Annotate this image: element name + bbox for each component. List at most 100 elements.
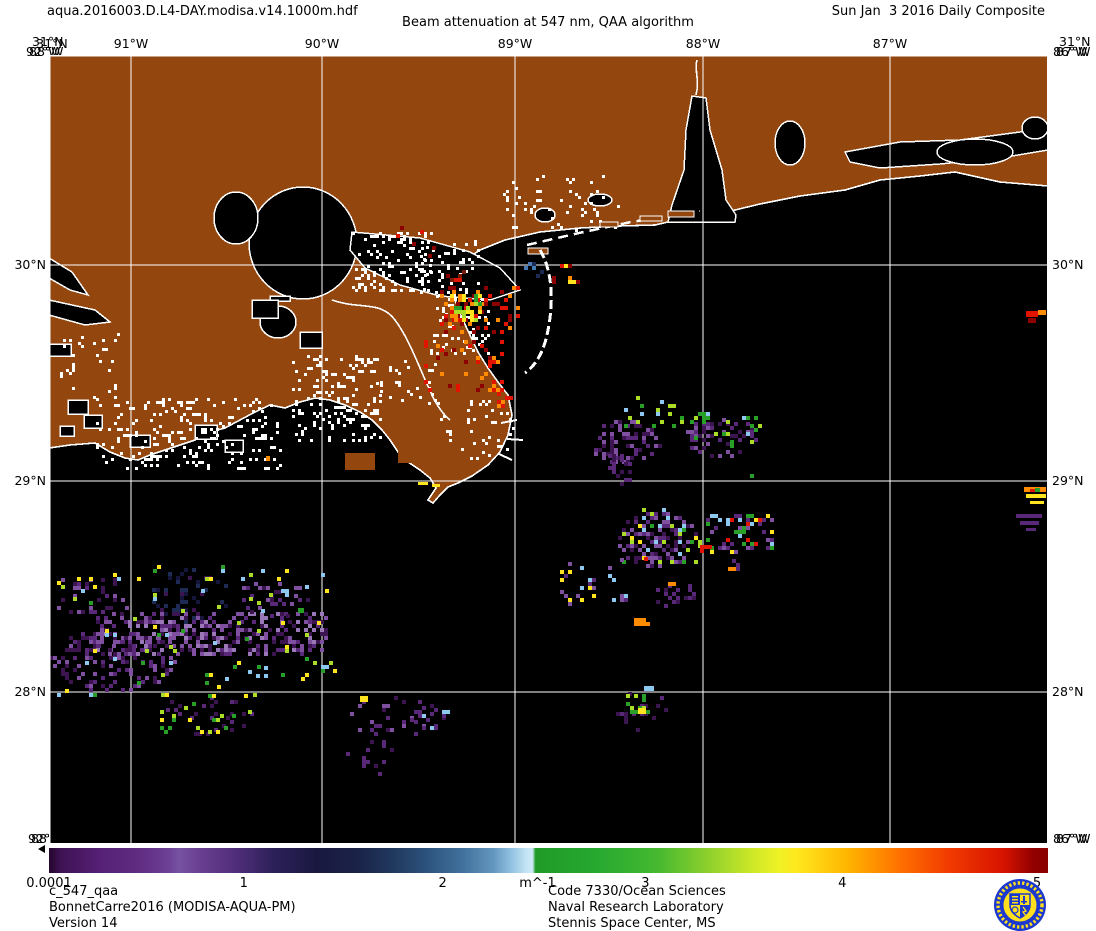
data-pixel <box>159 425 162 428</box>
data-pixel <box>317 621 321 625</box>
data-pixel <box>487 310 490 313</box>
data-pixel <box>210 428 213 431</box>
data-pixel <box>418 714 422 718</box>
data-pixel <box>476 360 480 364</box>
data-pixel <box>636 728 640 732</box>
data-pixel <box>355 358 358 361</box>
data-pixel <box>207 464 210 467</box>
data-pixel <box>111 446 114 449</box>
data-pixel <box>113 598 117 602</box>
data-pixel <box>630 710 634 714</box>
data-pixel <box>512 226 515 229</box>
data-pixel <box>500 412 503 415</box>
data-pixel <box>588 582 592 586</box>
data-pixel <box>180 592 184 596</box>
data-pixel <box>364 424 367 427</box>
data-pixel <box>337 385 340 388</box>
data-pixel <box>429 270 432 273</box>
data-pixel <box>285 649 289 653</box>
data-pixel <box>658 540 662 544</box>
data-pixel <box>468 258 471 261</box>
data-pixel <box>205 673 209 677</box>
data-pixel <box>622 528 626 532</box>
data-pixel <box>147 458 150 461</box>
lat-label-right: 30°N <box>1052 257 1084 272</box>
data-pixel <box>421 247 424 250</box>
data-pixel <box>220 624 224 628</box>
data-pixel <box>264 437 267 440</box>
data-pixel <box>180 632 184 636</box>
data-pixel <box>642 524 646 528</box>
data-pixel <box>515 202 518 205</box>
data-pixel <box>228 461 231 464</box>
data-pixel <box>319 427 322 430</box>
data-pixel <box>652 424 656 428</box>
data-pixel <box>172 612 176 616</box>
data-pixel <box>316 364 319 367</box>
data-pixel <box>374 724 378 728</box>
data-pixel <box>100 632 104 636</box>
data-pixel <box>454 278 458 282</box>
data-pixel <box>295 433 298 436</box>
data-pixel <box>144 636 148 640</box>
data-pixel <box>447 252 450 255</box>
data-pixel <box>349 418 352 421</box>
data-pixel <box>261 425 264 428</box>
data-pixel <box>722 418 726 422</box>
data-pixel <box>169 645 173 649</box>
data-pixel <box>376 358 379 361</box>
data-pixel <box>172 624 176 628</box>
data-pixel <box>426 718 430 722</box>
data-pixel <box>264 624 268 628</box>
data-pixel <box>300 652 304 656</box>
data-pixel <box>460 316 463 319</box>
data-pixel <box>101 586 105 590</box>
data-pixel <box>77 610 81 614</box>
data-pixel <box>424 380 428 384</box>
data-pixel <box>694 436 698 440</box>
data-pixel <box>634 556 638 560</box>
data-pixel <box>89 577 93 581</box>
data-pixel <box>240 620 244 624</box>
data-pixel <box>414 732 418 736</box>
data-pixel <box>614 448 618 452</box>
data-pixel <box>432 246 436 250</box>
data-pixel <box>568 570 572 574</box>
data-pixel <box>672 582 676 586</box>
data-pixel <box>472 340 476 344</box>
data-pixel <box>628 462 632 466</box>
data-pixel <box>638 556 642 560</box>
data-pixel <box>616 712 620 716</box>
marsh-lake <box>251 299 279 319</box>
data-pixel <box>676 600 680 604</box>
data-pixel <box>93 680 97 684</box>
data-pixel <box>313 424 316 427</box>
data-pixel <box>128 636 132 640</box>
data-pixel <box>750 546 754 550</box>
data-pixel <box>361 415 364 418</box>
data-pixel <box>662 532 666 536</box>
data-pixel <box>85 684 89 688</box>
mobile-bay <box>667 95 737 223</box>
data-pixel <box>96 443 99 446</box>
data-pixel <box>72 366 75 369</box>
data-pixel <box>551 217 554 220</box>
data-pixel <box>456 388 460 392</box>
data-pixel <box>352 367 355 370</box>
data-pixel <box>63 345 66 348</box>
data-pixel <box>184 592 188 596</box>
data-pixel <box>73 594 77 598</box>
data-pixel <box>440 294 444 298</box>
data-pixel <box>196 644 200 648</box>
data-pixel <box>678 528 682 532</box>
data-pixel <box>221 569 225 573</box>
data-pixel <box>702 446 706 450</box>
data-pixel <box>602 440 606 444</box>
lon-label: 91°W <box>113 36 149 51</box>
data-pixel <box>650 432 654 436</box>
data-pixel <box>169 656 173 660</box>
data-pixel <box>147 401 150 404</box>
data-pixel <box>478 310 482 314</box>
data-pixel <box>172 632 176 636</box>
